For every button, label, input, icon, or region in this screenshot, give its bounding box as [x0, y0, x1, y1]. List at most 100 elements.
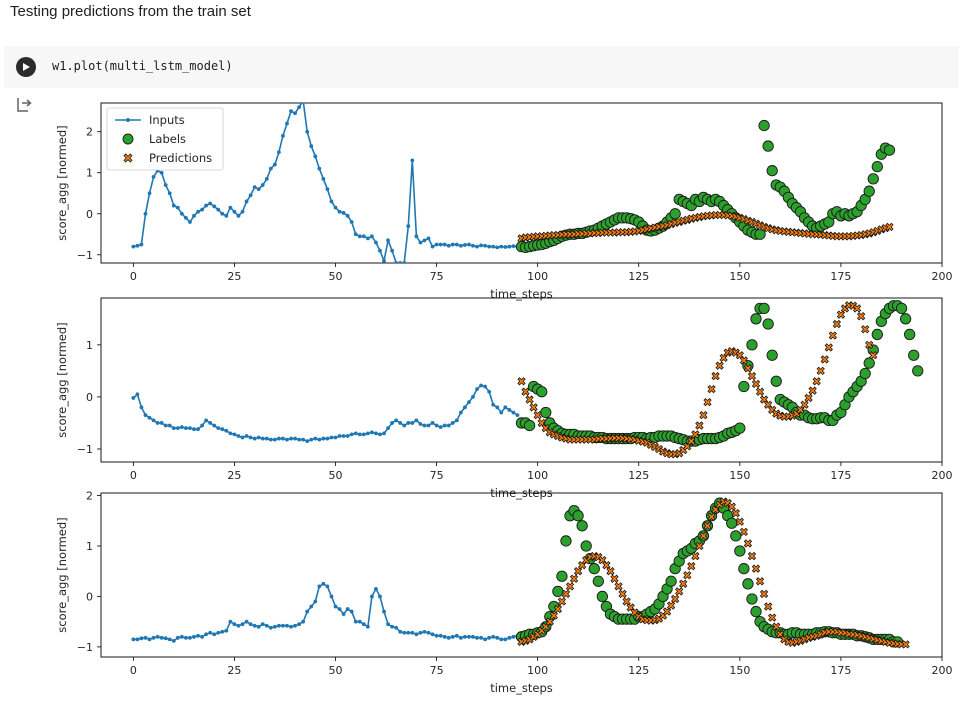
inputs-point	[188, 220, 192, 224]
inputs-point	[454, 633, 459, 638]
inputs-point	[159, 635, 164, 640]
inputs-point	[390, 421, 395, 425]
labels-point	[540, 406, 552, 419]
inputs-point	[228, 431, 233, 436]
predictions-point	[545, 617, 554, 626]
predictions-point	[816, 366, 825, 376]
inputs-point	[369, 594, 374, 599]
inputs-point	[309, 604, 314, 609]
code-cell-input[interactable]: w1.plot(multi_lstm_model)	[4, 46, 959, 88]
labels-point	[758, 302, 770, 315]
inputs-point	[184, 426, 188, 431]
inputs-point	[131, 637, 136, 642]
x-tick-label: 175	[830, 469, 851, 482]
inputs-point	[458, 243, 463, 248]
inputs-point	[236, 213, 241, 218]
inputs-point	[236, 623, 241, 628]
inputs-point	[475, 387, 479, 392]
inputs-point	[184, 635, 188, 640]
inputs-point	[410, 630, 415, 635]
inputs-point	[305, 129, 310, 134]
predictions-point	[739, 527, 749, 537]
inputs-point	[277, 436, 281, 441]
inputs-point	[325, 584, 330, 589]
y-tick-label: 1	[86, 167, 93, 180]
predictions-point	[573, 567, 583, 576]
inputs-point	[402, 261, 407, 263]
x-tick-label: 200	[932, 270, 953, 283]
inputs-point	[264, 436, 269, 441]
labels-point	[552, 585, 564, 598]
subplot-1: 0 25 50 75 100 125 150 175 200 −1 0 1 2 time_steps sco…	[55, 102, 953, 301]
y-tick-label: 0	[86, 391, 93, 404]
inputs-point	[467, 634, 471, 639]
inputs-point	[426, 423, 431, 428]
inputs-point	[430, 632, 435, 637]
inputs-point	[260, 436, 265, 441]
inputs-point	[345, 213, 350, 218]
labels-point	[572, 510, 584, 522]
inputs-point	[200, 207, 204, 212]
y-axis-label: score_agg [normed]	[55, 322, 69, 437]
inputs-point	[418, 630, 423, 635]
inputs-point	[196, 633, 200, 638]
inputs-point	[398, 629, 403, 634]
inputs-point	[458, 635, 463, 640]
inputs-point	[462, 405, 467, 410]
labels-point	[899, 313, 912, 325]
inputs-point	[285, 437, 289, 442]
x-tick-label: 200	[932, 469, 953, 482]
predictions-point	[751, 564, 761, 573]
inputs-point	[151, 418, 156, 423]
inputs-point	[305, 439, 310, 444]
inputs-point	[256, 624, 261, 629]
code-text[interactable]: w1.plot(multi_lstm_model)	[52, 59, 233, 73]
inputs-point	[503, 245, 508, 249]
inputs-point	[277, 150, 281, 155]
inputs-point	[293, 623, 297, 628]
plot-area	[131, 103, 896, 263]
output-toggle-icon[interactable]	[16, 97, 34, 113]
inputs-point	[495, 405, 500, 410]
inputs-point	[446, 243, 451, 248]
inputs-point	[252, 623, 257, 628]
predictions-point	[856, 312, 866, 321]
predictions-point	[869, 351, 878, 360]
inputs-point	[515, 413, 520, 418]
inputs-point	[212, 632, 217, 637]
inputs-point	[382, 431, 386, 436]
inputs-point	[361, 432, 366, 437]
inputs-point	[264, 176, 269, 181]
y-tick-label: 0	[86, 208, 93, 221]
inputs-point	[398, 421, 403, 425]
inputs-point	[248, 193, 253, 198]
predictions-point	[812, 377, 821, 386]
predictions-point	[622, 597, 631, 606]
inputs-point	[232, 432, 237, 437]
predictions-point	[691, 551, 700, 561]
y-tick-label: 0	[86, 590, 93, 603]
run-cell-button[interactable]	[16, 57, 36, 77]
x-axis-label: time_steps	[490, 681, 553, 695]
x-tick-label: 0	[130, 469, 137, 482]
inputs-point	[462, 634, 467, 639]
inputs-point	[256, 187, 261, 192]
inputs-point	[499, 244, 504, 249]
inputs-point	[382, 259, 386, 263]
inputs-point	[248, 435, 253, 440]
inputs-point	[483, 243, 488, 248]
inputs-point	[406, 421, 411, 425]
legend-labels-label: Labels	[149, 132, 186, 146]
axes-frame	[100, 492, 943, 658]
inputs-point	[357, 432, 362, 437]
inputs-point	[293, 436, 297, 441]
inputs-point	[224, 428, 229, 433]
inputs-point	[402, 630, 407, 635]
inputs-point	[309, 144, 314, 148]
x-tick-label: 100	[527, 469, 548, 482]
inputs-point	[353, 619, 358, 624]
inputs-point	[475, 635, 479, 640]
predictions-point	[768, 613, 777, 622]
y-axis-label: score_agg [normed]	[55, 517, 69, 632]
inputs-point	[248, 622, 253, 627]
